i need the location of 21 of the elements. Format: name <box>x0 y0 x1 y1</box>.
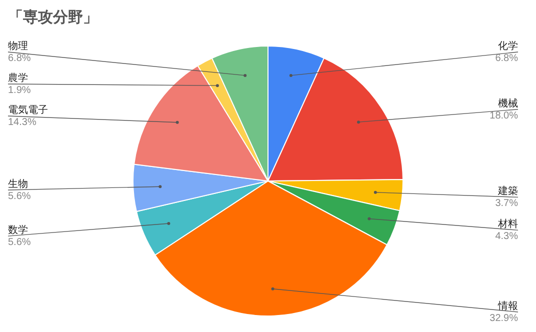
data-label: 5.6% <box>8 191 31 202</box>
data-label: 6.8% <box>495 53 518 64</box>
slice-label: 情報 <box>497 300 518 312</box>
slice-label: 化学 <box>498 40 518 52</box>
slice-label: 物理 <box>8 41 28 52</box>
slice-label: 数学 <box>8 224 28 236</box>
chart-title: 「専攻分野」 <box>8 9 98 26</box>
data-label: 6.8% <box>8 53 31 64</box>
data-label: 18.0% <box>490 110 518 122</box>
slice-label: 電気電子 <box>8 105 48 116</box>
slice-label: 生物 <box>8 178 28 190</box>
data-label: 32.9% <box>490 313 518 324</box>
slice-label: 材料 <box>497 218 518 230</box>
slice-label: 建築 <box>497 185 518 198</box>
data-label: 3.7% <box>495 198 518 210</box>
data-label: 4.3% <box>495 231 518 242</box>
slice-label: 機械 <box>498 97 518 110</box>
slice-label: 農学 <box>8 72 28 84</box>
data-label: 14.3% <box>8 117 36 128</box>
data-label: 5.6% <box>8 237 31 248</box>
data-label: 1.9% <box>8 85 31 96</box>
